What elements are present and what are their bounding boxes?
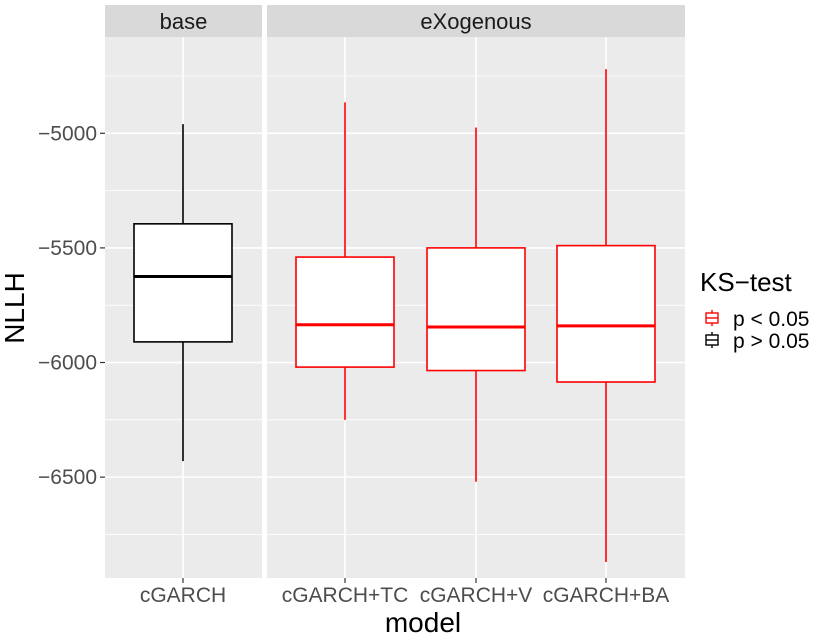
legend-label: p > 0.05 (733, 330, 809, 353)
legend-label: p < 0.05 (733, 308, 809, 331)
x-tick-label: cGARCH+TC (282, 584, 409, 607)
y-tick-label: −6000 (38, 352, 97, 375)
y-axis-title: NLLH (0, 272, 30, 344)
box (133, 223, 233, 343)
x-tick-label: cGARCH+BA (543, 584, 670, 607)
legend-title: KS−test (700, 267, 793, 297)
x-tick-label: cGARCH (140, 584, 226, 607)
facet-strip (267, 5, 685, 37)
y-tick-label: −6500 (38, 466, 97, 489)
x-tick-label: cGARCH+V (420, 584, 533, 607)
x-axis-title: model (385, 607, 461, 638)
facet-strip (105, 5, 262, 37)
y-tick-label: −5000 (38, 122, 97, 145)
box (426, 247, 526, 372)
y-tick-label: −5500 (38, 237, 97, 260)
box (295, 256, 395, 368)
facet-label-exogenous: eXogenous (420, 9, 531, 34)
facet-label-base: base (160, 9, 208, 34)
box (556, 244, 656, 383)
